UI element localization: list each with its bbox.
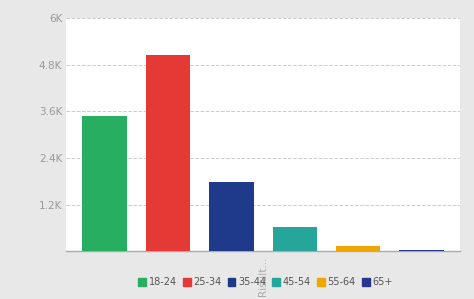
- Bar: [146, 55, 190, 251]
- Bar: [82, 116, 127, 251]
- Legend: 18-24, 25-34, 35-44, 45-54, 55-64, 65+: 18-24, 25-34, 35-44, 45-54, 55-64, 65+: [134, 273, 397, 291]
- Bar: [400, 250, 444, 251]
- Bar: [336, 246, 381, 251]
- Bar: [273, 227, 317, 251]
- Bar: [209, 182, 254, 251]
- X-axis label: Risult...: Risult...: [258, 257, 268, 296]
